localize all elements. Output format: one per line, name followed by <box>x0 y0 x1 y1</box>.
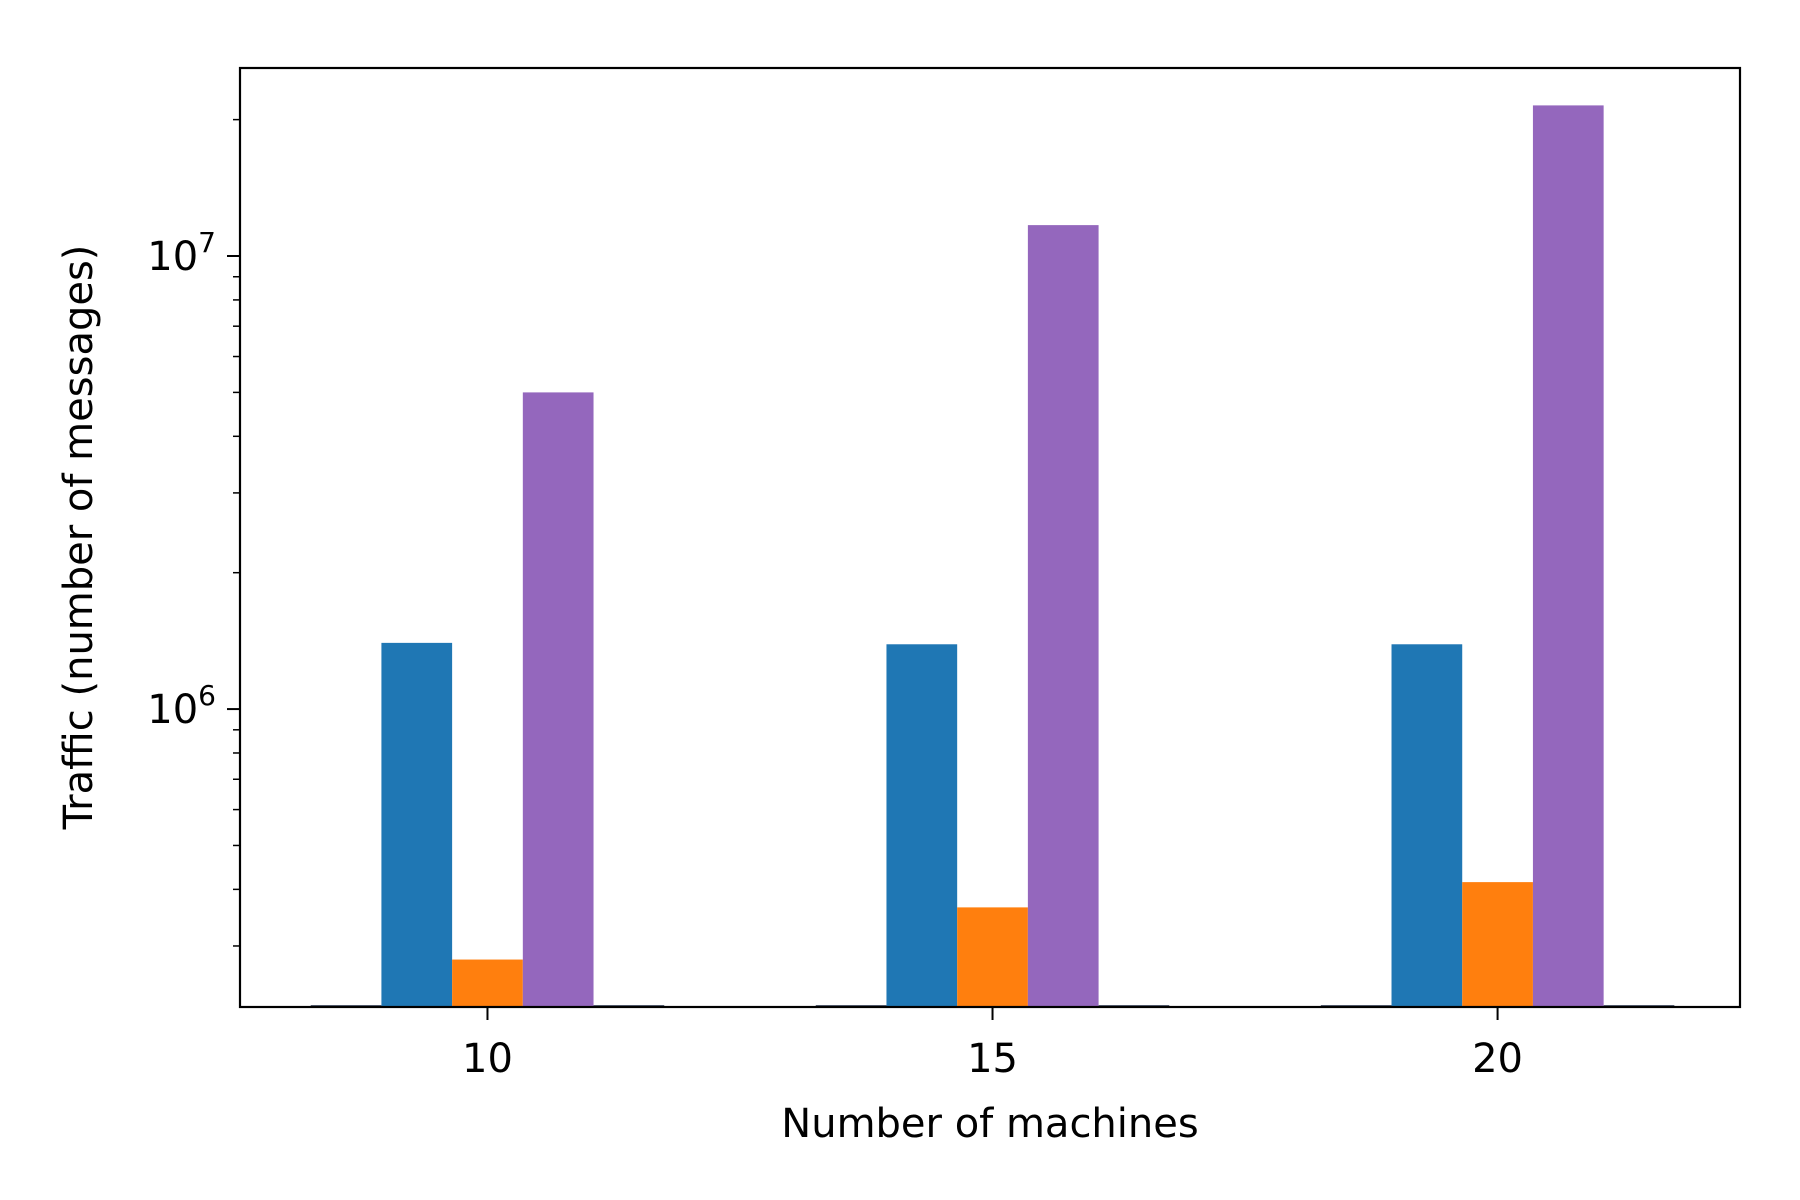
bar <box>886 644 958 1007</box>
bar <box>1391 644 1463 1007</box>
bar <box>1462 882 1533 1007</box>
bar <box>522 392 594 1007</box>
bar <box>381 642 453 1007</box>
y-axis-title: Traffic (number of messages) <box>56 245 102 831</box>
bar <box>1027 225 1099 1007</box>
y-tick-label: 106 <box>147 679 216 733</box>
x-tick-label: 15 <box>967 1036 1018 1082</box>
plot-frame <box>238 66 1742 1009</box>
bar <box>1532 105 1604 1007</box>
y-tick-label: 107 <box>147 226 216 280</box>
x-tick-label: 20 <box>1472 1036 1523 1082</box>
bars-layer <box>310 105 1675 1007</box>
x-axis-title: Number of machines <box>781 1101 1198 1147</box>
bar <box>957 907 1028 1007</box>
bar <box>452 959 523 1007</box>
ticks-layer: 10 15 20 106 107 <box>147 118 1523 1082</box>
x-tick-label: 10 <box>462 1036 513 1082</box>
